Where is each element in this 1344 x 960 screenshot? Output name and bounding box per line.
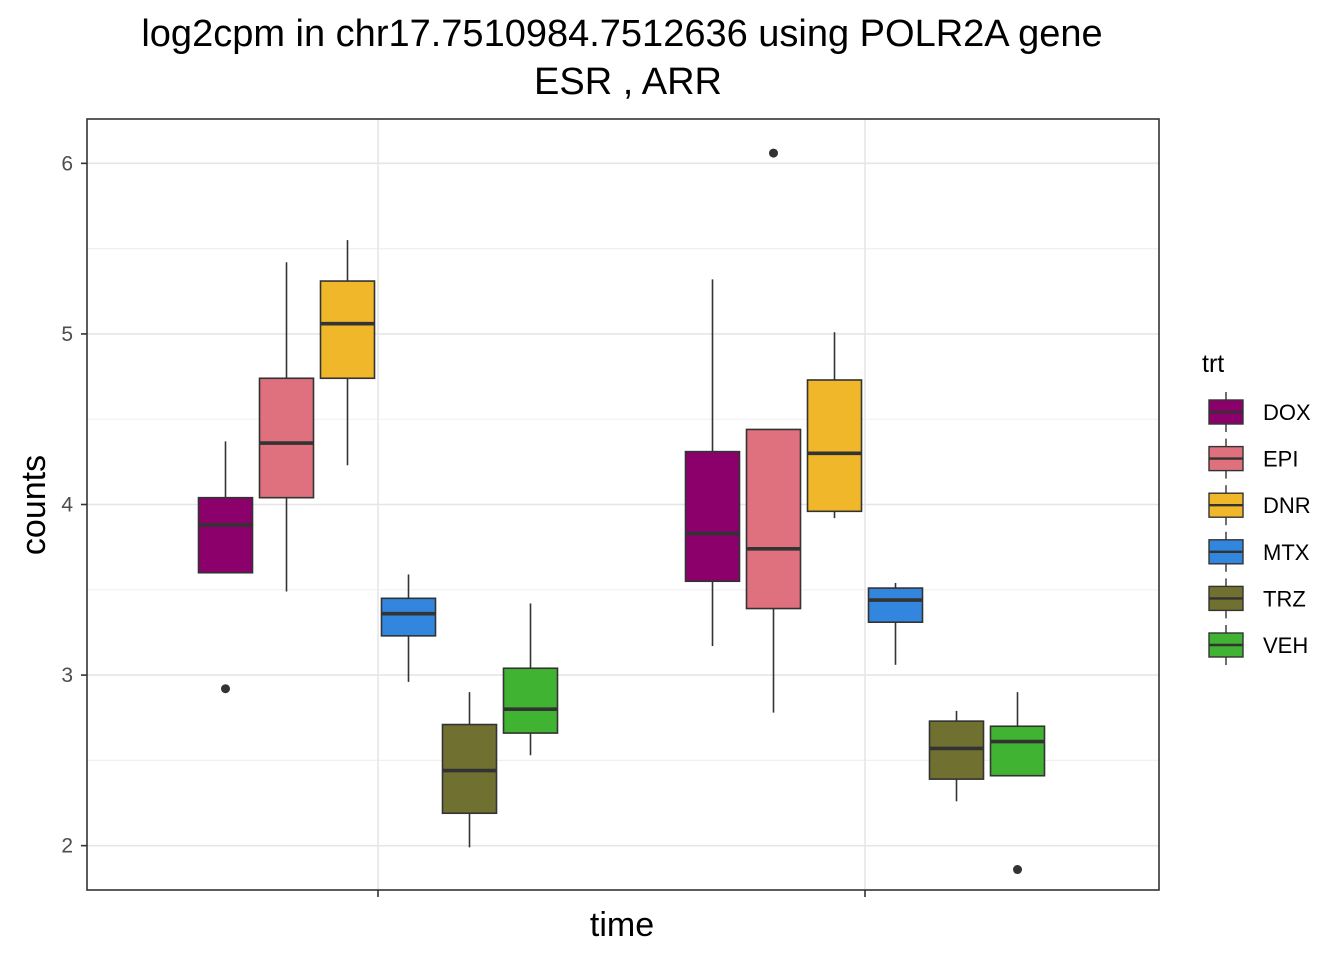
box-trz-group-2 xyxy=(928,710,985,802)
box-dox-group-1 xyxy=(197,441,254,694)
legend-item-dnr: DNR xyxy=(1208,485,1311,526)
box-veh-group-1 xyxy=(502,603,559,756)
legend: trt DOX EPI DNR MTX TRZ VEH xyxy=(1202,350,1311,665)
y-axis: 2 3 4 5 6 xyxy=(61,152,87,858)
x-axis-title: time xyxy=(590,906,654,944)
legend-title: trt xyxy=(1202,350,1224,378)
box-epi-group-1 xyxy=(258,262,315,592)
legend-label: DOX xyxy=(1263,400,1311,425)
legend-item-mtx: MTX xyxy=(1208,531,1310,572)
y-axis-title: counts xyxy=(15,455,53,555)
y-tick-label: 4 xyxy=(61,494,73,517)
box-iqr xyxy=(258,377,315,499)
box-iqr xyxy=(684,450,741,583)
box-iqr xyxy=(502,667,559,734)
chart-title: log2cpm in chr17.7510984.7512636 using P… xyxy=(141,13,1102,55)
box-mtx-group-1 xyxy=(380,574,437,682)
box-trz-group-1 xyxy=(441,692,498,848)
box-iqr xyxy=(380,597,437,637)
box-veh-group-2 xyxy=(989,692,1046,875)
boxes xyxy=(197,148,1046,875)
box-dox-group-2 xyxy=(684,279,741,647)
legend-item-trz: TRZ xyxy=(1208,578,1306,619)
box-iqr xyxy=(319,280,376,380)
y-tick-label: 5 xyxy=(61,323,73,346)
box-iqr xyxy=(989,725,1046,777)
box-iqr xyxy=(867,587,924,623)
legend-label: TRZ xyxy=(1263,586,1306,611)
outlier-point xyxy=(769,148,778,158)
x-axis xyxy=(377,890,866,897)
legend-label: VEH xyxy=(1263,633,1308,658)
box-mtx-group-2 xyxy=(867,582,924,665)
box-dnr-group-2 xyxy=(806,332,863,519)
box-dnr-group-1 xyxy=(319,240,376,466)
legend-label: MTX xyxy=(1263,540,1310,565)
y-tick-label: 2 xyxy=(61,835,73,858)
outlier-point xyxy=(221,684,230,694)
legend-label: EPI xyxy=(1263,447,1298,472)
y-tick-label: 6 xyxy=(61,152,73,175)
legend-item-veh: VEH xyxy=(1208,625,1308,665)
box-epi-group-2 xyxy=(745,148,802,713)
y-tick-label: 3 xyxy=(61,664,73,687)
legend-label: DNR xyxy=(1263,493,1311,518)
box-iqr xyxy=(745,428,802,610)
legend-item-dox: DOX xyxy=(1208,392,1311,432)
outlier-point xyxy=(1013,865,1022,875)
plot-panel-border xyxy=(86,118,1160,891)
legend-item-epi: EPI xyxy=(1208,438,1298,479)
box-iqr xyxy=(806,379,863,513)
chart-subtitle: ESR , ARR xyxy=(534,61,722,103)
box-iqr xyxy=(197,496,254,574)
